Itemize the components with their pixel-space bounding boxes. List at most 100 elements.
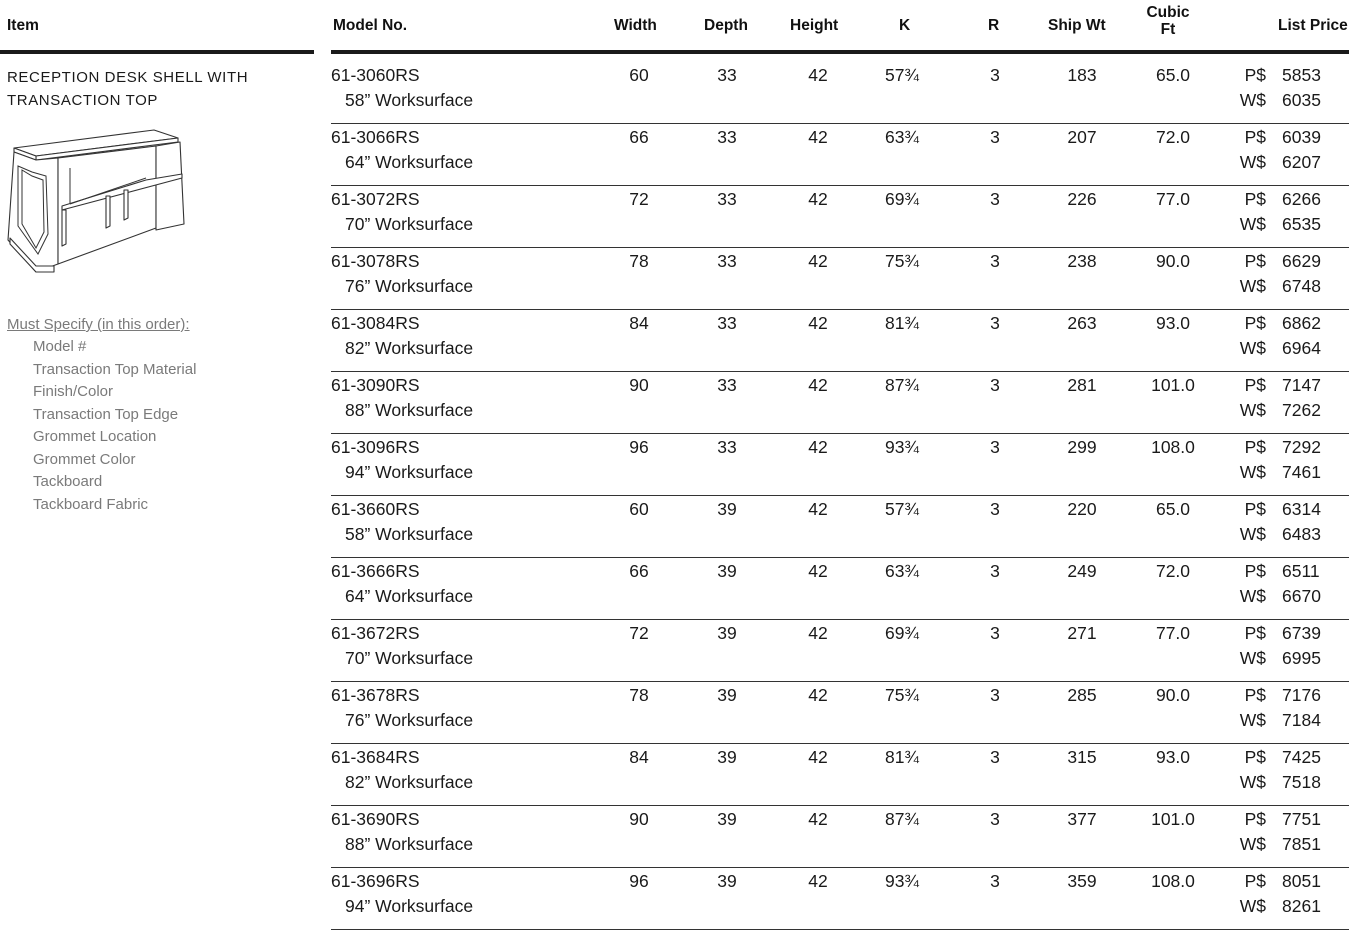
ship-weight-value: 359 bbox=[1067, 871, 1097, 891]
depth-value: 33 bbox=[717, 127, 737, 147]
model-number: 61-3666RS bbox=[331, 561, 420, 581]
header-depth: Depth bbox=[704, 17, 748, 34]
height-value: 42 bbox=[808, 809, 828, 829]
w-price-value: 6535 bbox=[1282, 214, 1321, 234]
r-value: 3 bbox=[990, 313, 1000, 333]
depth-value: 39 bbox=[717, 499, 737, 519]
model-number: 61-3090RS bbox=[331, 375, 420, 395]
table-row: 61-3084RS 82” Worksurface 84 33 42 81¾ 3 263 93.… bbox=[331, 310, 1349, 372]
header-width: Width bbox=[614, 17, 657, 34]
p-price-label: P$ bbox=[1244, 747, 1266, 767]
table-row: 61-3690RS 88” Worksurface 90 39 42 87¾ 3 377 101… bbox=[331, 806, 1349, 868]
must-specify-heading: Must Specify (in this order): bbox=[7, 316, 190, 333]
ship-weight-value: 207 bbox=[1067, 127, 1097, 147]
ship-weight-value: 285 bbox=[1067, 685, 1097, 705]
model-number: 61-3096RS bbox=[331, 437, 420, 457]
k-value: 93¾ bbox=[884, 871, 920, 891]
w-price-value: 6748 bbox=[1282, 276, 1321, 296]
p-price-value: 7176 bbox=[1282, 685, 1321, 705]
cubic-ft-value: 77.0 bbox=[1155, 189, 1191, 209]
width-value: 84 bbox=[629, 313, 649, 333]
table-row: 61-3066RS 64” Worksurface 66 33 42 63¾ 3 207 72.… bbox=[331, 124, 1349, 186]
p-price-value: 7751 bbox=[1282, 809, 1321, 829]
k-value: 57¾ bbox=[884, 499, 920, 519]
ship-weight-value: 281 bbox=[1067, 375, 1097, 395]
table-row: 61-3078RS 76” Worksurface 78 33 42 75¾ 3 238 90.… bbox=[331, 248, 1349, 310]
width-value: 90 bbox=[629, 809, 649, 829]
w-price-value: 6995 bbox=[1282, 648, 1321, 668]
w-price-label: W$ bbox=[1239, 710, 1266, 730]
p-price-value: 6314 bbox=[1282, 499, 1321, 519]
header-list-price: List Price bbox=[1278, 17, 1348, 34]
table-row: 61-3696RS 94” Worksurface 96 39 42 93¾ 3 359 108… bbox=[331, 868, 1349, 930]
k-value: 87¾ bbox=[884, 375, 920, 395]
r-value: 3 bbox=[990, 437, 1000, 457]
ship-weight-value: 238 bbox=[1067, 251, 1097, 271]
w-price-label: W$ bbox=[1239, 834, 1266, 854]
r-value: 3 bbox=[990, 623, 1000, 643]
height-value: 42 bbox=[808, 375, 828, 395]
table-row: 61-3684RS 82” Worksurface 84 39 42 81¾ 3 315 93.… bbox=[331, 744, 1349, 806]
w-price-label: W$ bbox=[1239, 276, 1266, 296]
height-value: 42 bbox=[808, 747, 828, 767]
r-value: 3 bbox=[990, 561, 1000, 581]
k-value: 93¾ bbox=[884, 437, 920, 457]
model-number: 61-3660RS bbox=[331, 499, 420, 519]
k-value: 69¾ bbox=[884, 623, 920, 643]
cubic-ft-value: 101.0 bbox=[1151, 809, 1195, 829]
p-price-value: 6039 bbox=[1282, 127, 1321, 147]
w-price-label: W$ bbox=[1239, 338, 1266, 358]
depth-value: 33 bbox=[717, 375, 737, 395]
w-price-value: 6964 bbox=[1282, 338, 1321, 358]
ship-weight-value: 315 bbox=[1067, 747, 1097, 767]
worksurface-size: 82” Worksurface bbox=[345, 338, 474, 358]
p-price-value: 7292 bbox=[1282, 437, 1321, 457]
header-k: K bbox=[899, 17, 911, 34]
header-cubic-ft: Cubic Ft bbox=[1146, 4, 1190, 38]
r-value: 3 bbox=[990, 685, 1000, 705]
cubic-ft-value: 77.0 bbox=[1155, 623, 1191, 643]
k-value: 75¾ bbox=[884, 685, 920, 705]
header-height: Height bbox=[790, 17, 839, 34]
worksurface-size: 70” Worksurface bbox=[345, 214, 474, 234]
worksurface-size: 58” Worksurface bbox=[345, 90, 474, 110]
table-row: 61-3666RS 64” Worksurface 66 39 42 63¾ 3 249 72.… bbox=[331, 558, 1349, 620]
r-value: 3 bbox=[990, 189, 1000, 209]
cubic-ft-value: 108.0 bbox=[1151, 437, 1195, 457]
height-value: 42 bbox=[808, 561, 828, 581]
model-number: 61-3072RS bbox=[331, 189, 420, 209]
width-value: 96 bbox=[629, 871, 649, 891]
depth-value: 33 bbox=[717, 313, 737, 333]
height-value: 42 bbox=[808, 189, 828, 209]
worksurface-size: 94” Worksurface bbox=[345, 462, 474, 482]
worksurface-size: 88” Worksurface bbox=[345, 400, 474, 420]
depth-value: 39 bbox=[717, 871, 737, 891]
table-header: Item Model No. Width Depth Height K R Sh… bbox=[0, 0, 1349, 54]
w-price-value: 6670 bbox=[1282, 586, 1321, 606]
width-value: 78 bbox=[629, 685, 649, 705]
model-number: 61-3078RS bbox=[331, 251, 420, 271]
width-value: 66 bbox=[629, 127, 649, 147]
width-value: 78 bbox=[629, 251, 649, 271]
w-price-value: 7262 bbox=[1282, 400, 1321, 420]
reception-desk-illustration bbox=[7, 129, 185, 273]
p-price-value: 5853 bbox=[1282, 65, 1321, 85]
width-value: 60 bbox=[629, 65, 649, 85]
model-number: 61-3696RS bbox=[331, 871, 420, 891]
item-title: RECEPTION DESK SHELL WITH TRANSACTION TO… bbox=[7, 69, 249, 109]
w-price-label: W$ bbox=[1239, 214, 1266, 234]
cubic-ft-value: 72.0 bbox=[1155, 127, 1191, 147]
p-price-label: P$ bbox=[1244, 809, 1266, 829]
depth-value: 39 bbox=[717, 685, 737, 705]
worksurface-size: 82” Worksurface bbox=[345, 772, 474, 792]
must-specify-block: Must Specify (in this order): Model # Tr… bbox=[7, 314, 307, 516]
r-value: 3 bbox=[990, 375, 1000, 395]
ship-weight-value: 249 bbox=[1067, 561, 1097, 581]
k-value: 87¾ bbox=[884, 809, 920, 829]
worksurface-size: 94” Worksurface bbox=[345, 896, 474, 916]
p-price-value: 7425 bbox=[1282, 747, 1321, 767]
depth-value: 39 bbox=[717, 747, 737, 767]
r-value: 3 bbox=[990, 65, 1000, 85]
header-model-no: Model No. bbox=[333, 17, 408, 34]
r-value: 3 bbox=[990, 809, 1000, 829]
